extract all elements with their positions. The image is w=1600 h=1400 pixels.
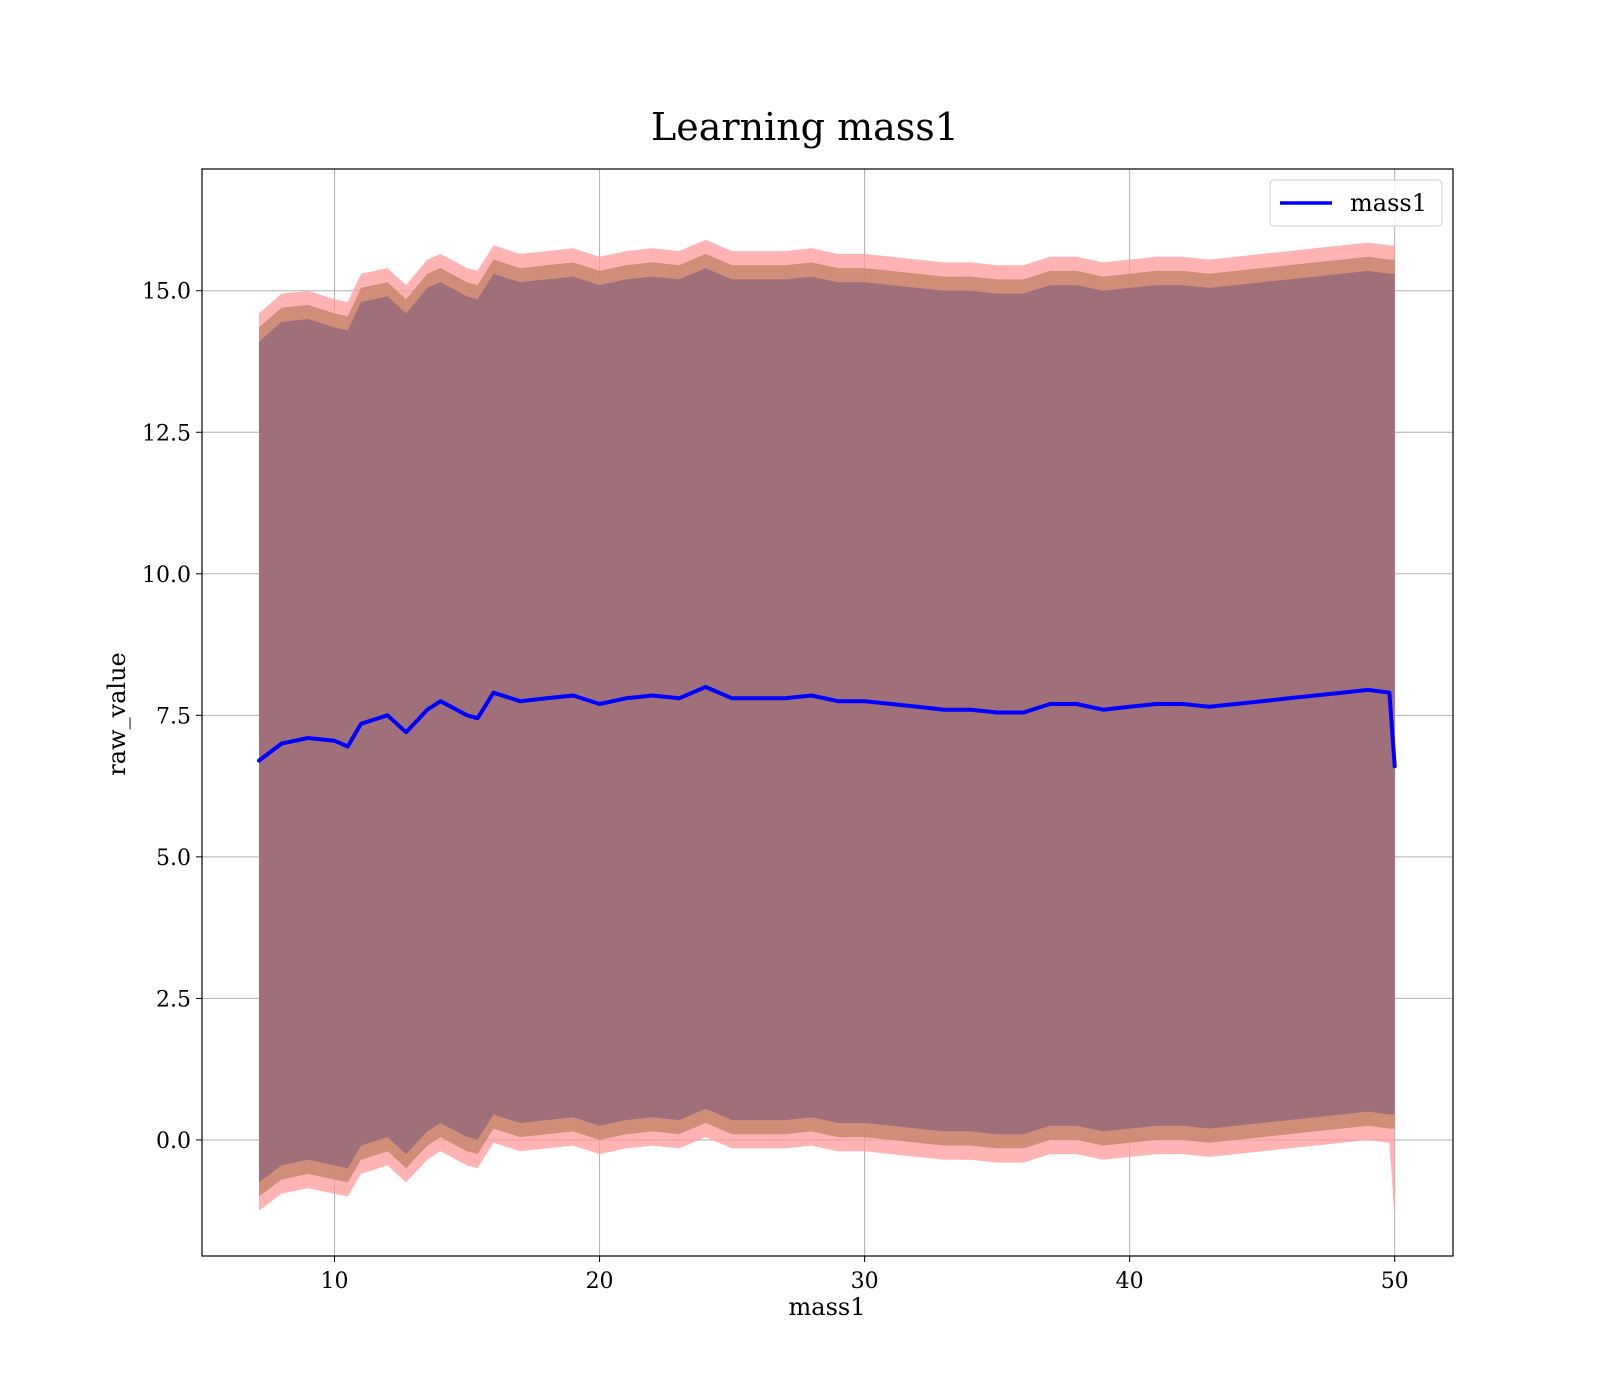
legend-label: mass1 [1350, 189, 1427, 217]
x-axis-label: mass1 [789, 1293, 866, 1321]
y-axis-label: raw_value [103, 652, 131, 776]
series-line-mass1 [257, 685, 1397, 769]
y-tick-label: 2.5 [156, 987, 191, 1012]
legend: mass1 [1269, 179, 1443, 227]
plot-frame [201, 168, 1454, 1257]
x-tick-label: 10 [321, 1269, 349, 1294]
y-tick-label: 12.5 [142, 421, 191, 446]
y-tick-label: 7.5 [156, 704, 191, 729]
legend-box [1269, 179, 1443, 227]
x-tick-label: 20 [586, 1269, 614, 1294]
y-tick-label: 10.0 [142, 563, 191, 588]
chart-title: Learning mass1 [651, 105, 959, 149]
x-tick-label: 50 [1381, 1269, 1409, 1294]
y-axis-ticks: 0.0 2.5 5.0 7.5 10.0 12.5 15.0 [142, 280, 202, 1154]
y-tick-label: 0.0 [156, 1129, 191, 1154]
confidence-bands [259, 239, 1395, 1220]
y-tick-label: 15.0 [142, 280, 191, 305]
series-lines [257, 685, 1397, 769]
inner-band [259, 268, 1395, 1183]
x-axis-ticks: 10 20 30 40 50 [321, 1256, 1409, 1294]
x-tick-label: 40 [1116, 1269, 1144, 1294]
x-tick-label: 30 [851, 1269, 879, 1294]
y-tick-label: 5.0 [156, 846, 191, 871]
